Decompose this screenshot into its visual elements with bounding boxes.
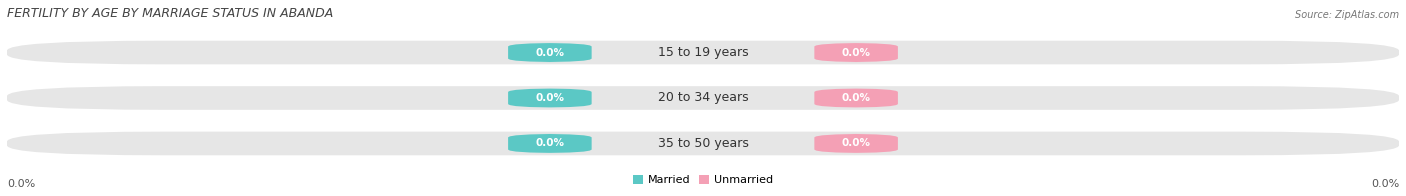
Text: 0.0%: 0.0% [536, 47, 564, 57]
Text: 0.0%: 0.0% [1371, 179, 1399, 189]
Text: Source: ZipAtlas.com: Source: ZipAtlas.com [1295, 10, 1399, 20]
FancyBboxPatch shape [508, 134, 592, 153]
Text: 0.0%: 0.0% [7, 179, 35, 189]
Text: 20 to 34 years: 20 to 34 years [658, 92, 748, 104]
Text: 15 to 19 years: 15 to 19 years [658, 46, 748, 59]
Text: 0.0%: 0.0% [842, 138, 870, 148]
FancyBboxPatch shape [508, 43, 592, 62]
FancyBboxPatch shape [7, 132, 1399, 155]
Text: 0.0%: 0.0% [536, 93, 564, 103]
FancyBboxPatch shape [508, 88, 592, 108]
Text: 35 to 50 years: 35 to 50 years [658, 137, 748, 150]
Text: 0.0%: 0.0% [842, 47, 870, 57]
Text: FERTILITY BY AGE BY MARRIAGE STATUS IN ABANDA: FERTILITY BY AGE BY MARRIAGE STATUS IN A… [7, 7, 333, 20]
Legend: Married, Unmarried: Married, Unmarried [633, 175, 773, 185]
FancyBboxPatch shape [7, 86, 1399, 110]
Text: 0.0%: 0.0% [842, 93, 870, 103]
FancyBboxPatch shape [814, 134, 898, 153]
FancyBboxPatch shape [814, 43, 898, 62]
Text: 0.0%: 0.0% [536, 138, 564, 148]
FancyBboxPatch shape [7, 41, 1399, 64]
FancyBboxPatch shape [814, 88, 898, 108]
